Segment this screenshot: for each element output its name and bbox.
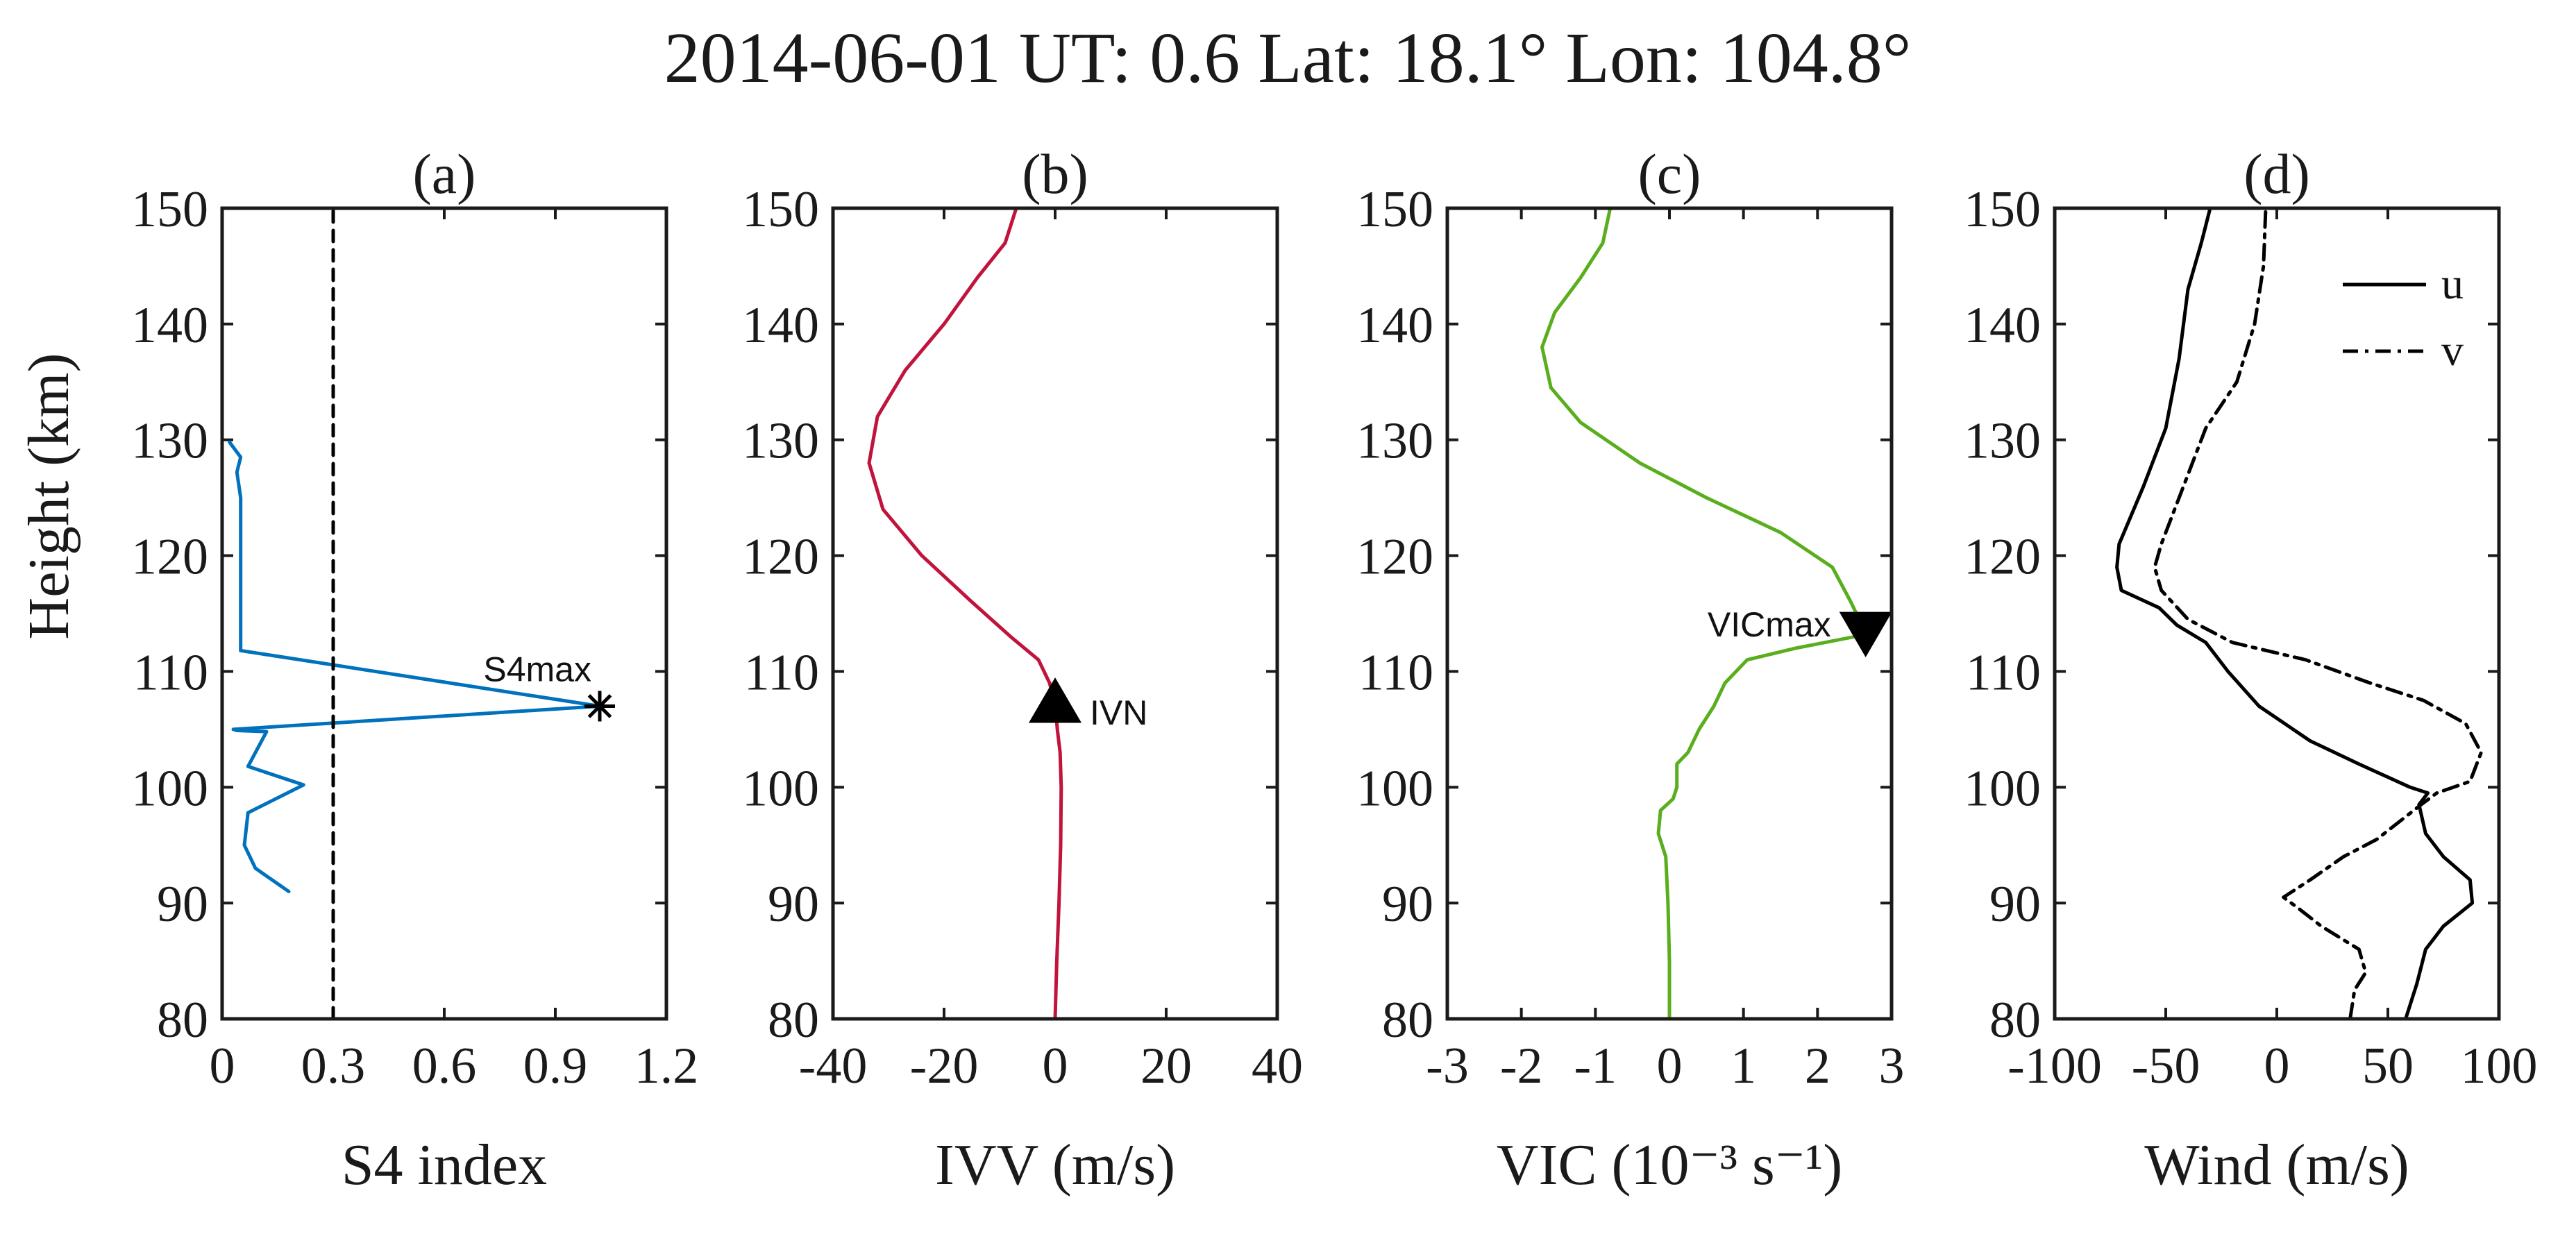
x-tick-label: 0.6	[412, 1038, 477, 1094]
panel-title-c: (c)	[1638, 142, 1701, 205]
x-tick-label: 0	[2264, 1038, 2290, 1094]
y-tick-label: 120	[742, 529, 819, 586]
panel-d: (d) 80 90 100 110 120 130 140 150 -100 -50 0 50 100 Wi…	[1964, 142, 2538, 1197]
y-tick-label: 100	[131, 760, 208, 817]
y-tick-label: 90	[768, 876, 819, 933]
panel-title-a: (a)	[412, 142, 475, 205]
y-tick-label: 80	[1382, 992, 1433, 1049]
annotation-label-vicmax: VICmax	[1708, 605, 1831, 644]
panel-b: (b) 80 90 100 110 120 130 140 150 -40 -20 0 20 40 IVV …	[742, 142, 1303, 1197]
x-tick-label: 3	[1879, 1038, 1905, 1094]
y-tick-label: 130	[131, 413, 208, 470]
y-tick-label: 80	[1989, 992, 2041, 1049]
legend: uv	[2343, 259, 2464, 375]
y-tick-label: 120	[1356, 529, 1433, 586]
panel-title-d: (d)	[2244, 142, 2310, 205]
panel-c: (c) 80 90 100 110 120 130 140 150 -3 -2 -1 0 1 2 3 VIC (…	[1356, 142, 1905, 1197]
asterisk-stroke	[587, 694, 612, 718]
x-tick-label: -2	[1500, 1038, 1543, 1094]
y-tick-label: 130	[1356, 413, 1433, 470]
y-tick-label: 150	[742, 181, 819, 238]
x-axis-label-b: IVV (m/s)	[935, 1133, 1175, 1197]
y-tick-label: 100	[742, 760, 819, 817]
y-tick-label: 90	[1382, 876, 1433, 933]
series-ivv	[867, 206, 1063, 1021]
y-tick-label: 120	[131, 529, 208, 586]
x-tick-label: -40	[799, 1038, 868, 1094]
series-u	[2115, 206, 2475, 1021]
series-vic	[1540, 206, 1864, 1021]
y-tick-label: 140	[742, 297, 819, 354]
y-tick-label: 140	[131, 297, 208, 354]
y-tick-label: 100	[1356, 760, 1433, 817]
marker-vicmax: VICmax	[1708, 605, 1892, 658]
y-tick-label: 110	[1358, 644, 1433, 701]
panel-title-b: (b)	[1022, 142, 1088, 205]
x-tick-label: -1	[1574, 1038, 1617, 1094]
x-tick-label: 0	[1657, 1038, 1683, 1094]
shared-y-axis-label: Height (km)	[17, 353, 81, 640]
x-tick-label: -100	[2007, 1038, 2102, 1094]
x-tick-label: 0	[1043, 1038, 1068, 1094]
y-tick-label: 150	[1356, 181, 1433, 238]
y-tick-label: 80	[768, 992, 819, 1049]
plot-frame-d	[2053, 206, 2501, 1021]
figure-title: 2014-06-01 UT: 0.6 Lat: 18.1° Lon: 104.8…	[664, 18, 1912, 98]
y-tick-label: 110	[133, 644, 208, 701]
annotation-label-s4max: S4max	[483, 650, 591, 688]
y-tick-label: 90	[1989, 876, 2041, 933]
y-tick-label: 140	[1356, 297, 1433, 354]
plot-frame-a	[220, 206, 668, 1021]
x-axis-label-a: S4 index	[342, 1133, 547, 1197]
panel-a: (a) 80 90 100 110 120 130 140 150 0 0.3 0.6 0.9 1.2 S4…	[131, 142, 698, 1197]
plot-frame-c	[1445, 206, 1894, 1021]
y-tick-label: 90	[157, 876, 208, 933]
y-tick-label: 110	[744, 644, 819, 701]
legend-label-u: u	[2441, 259, 2464, 308]
x-tick-label: -3	[1426, 1038, 1469, 1094]
plot-frame-b	[831, 206, 1279, 1021]
x-tick-label: 100	[2461, 1038, 2538, 1094]
x-tick-label: 20	[1140, 1038, 1192, 1094]
y-tick-label: 140	[1964, 297, 2041, 354]
marker-ivn: IVN	[1029, 677, 1147, 732]
y-tick-label: 130	[742, 413, 819, 470]
x-tick-label: -20	[910, 1038, 979, 1094]
y-tick-label: 100	[1964, 760, 2041, 817]
marker-s4max: S4max	[483, 650, 615, 722]
x-axis-label-d: Wind (m/s)	[2144, 1133, 2409, 1197]
y-tick-label: 130	[1964, 413, 2041, 470]
y-tick-label: 80	[157, 992, 208, 1049]
series-s4	[228, 440, 602, 893]
triangle-up-marker	[1029, 677, 1081, 723]
y-tick-label: 150	[131, 181, 208, 238]
x-axis-label-c: VIC (10⁻³ s⁻¹)	[1497, 1133, 1842, 1197]
triangle-down-marker	[1839, 611, 1892, 658]
x-tick-label: 0.9	[523, 1038, 588, 1094]
x-tick-label: 1.2	[634, 1038, 699, 1094]
y-tick-label: 110	[1966, 644, 2041, 701]
y-tick-label: 120	[1964, 529, 2041, 586]
legend-label-v: v	[2441, 326, 2464, 375]
series-v	[2153, 206, 2483, 1021]
x-tick-label: 40	[1252, 1038, 1303, 1094]
y-tick-label: 150	[1964, 181, 2041, 238]
x-tick-label: 0	[210, 1038, 235, 1094]
x-tick-label: 50	[2362, 1038, 2414, 1094]
x-tick-label: 2	[1805, 1038, 1830, 1094]
x-tick-label: 1	[1731, 1038, 1756, 1094]
annotation-label-ivn: IVN	[1090, 693, 1147, 732]
x-tick-label: -50	[2132, 1038, 2200, 1094]
x-tick-label: 0.3	[301, 1038, 366, 1094]
